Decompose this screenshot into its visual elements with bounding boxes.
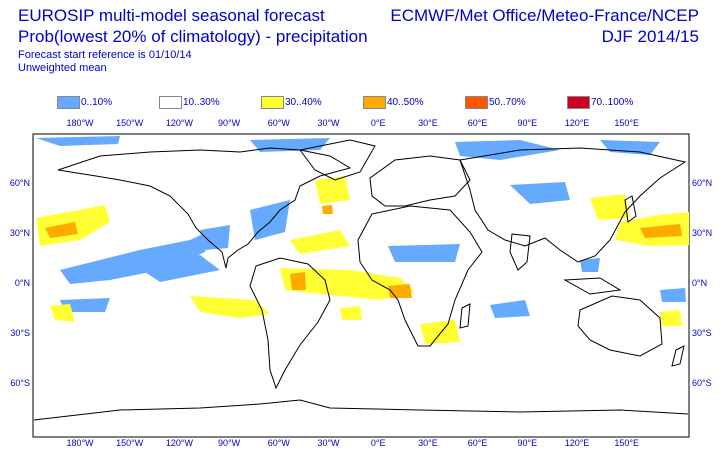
legend-item: 40..50%	[363, 94, 424, 110]
legend-swatch	[567, 95, 590, 109]
legend-swatch	[363, 95, 386, 109]
legend-item: 10..30%	[159, 94, 220, 110]
legend-swatch	[159, 95, 182, 109]
legend-label: 70..100%	[591, 96, 634, 108]
longitude-label: 120°E	[565, 438, 590, 448]
latitude-label: 60°S	[692, 378, 712, 388]
longitude-label: 30°W	[317, 118, 340, 128]
longitude-label: 150°E	[614, 118, 639, 128]
longitude-label: 60°W	[268, 118, 291, 128]
orange-shading	[45, 205, 682, 298]
longitude-label: 0°E	[371, 438, 386, 448]
longitude-label: 30°E	[418, 118, 438, 128]
longitude-label: 120°W	[166, 118, 194, 128]
longitude-label: 90°E	[517, 438, 537, 448]
legend-swatch	[465, 95, 488, 109]
longitude-label: 60°W	[268, 438, 291, 448]
latitude-label: 30°S	[10, 328, 30, 338]
longitude-label: 120°E	[565, 118, 590, 128]
legend-label: 40..50%	[387, 96, 424, 108]
season-label: DJF 2014/15	[601, 27, 699, 46]
longitude-label: 180°W	[66, 438, 94, 448]
longitude-label: 30°W	[317, 438, 340, 448]
longitude-label: 30°E	[418, 438, 438, 448]
map-title: EUROSIP multi-model seasonal forecast	[18, 6, 325, 25]
latitude-label: 0°N	[15, 278, 30, 288]
longitude-label: 90°W	[218, 118, 241, 128]
legend-label: 10..30%	[183, 96, 220, 108]
legend-item: 50..70%	[465, 94, 526, 110]
producer-centres: ECMWF/Met Office/Meteo-France/NCEP	[390, 6, 699, 25]
longitude-label: 60°E	[468, 438, 488, 448]
latitude-label: 30°S	[692, 328, 712, 338]
longitude-label: 0°E	[371, 118, 386, 128]
longitude-label: 150°W	[116, 438, 144, 448]
longitude-label: 120°W	[166, 438, 194, 448]
latitude-label: 60°N	[10, 178, 30, 188]
longitude-label: 90°E	[517, 118, 537, 128]
latitude-label: 60°N	[692, 178, 712, 188]
legend-item: 30..40%	[261, 94, 322, 110]
legend-label: 0..10%	[81, 96, 113, 108]
legend-item: 70..100%	[567, 94, 633, 110]
longitude-label: 150°W	[116, 118, 144, 128]
continent-outlines	[33, 139, 689, 421]
latitude-label: 30°N	[10, 228, 30, 238]
legend-label: 50..70%	[489, 96, 526, 108]
latitude-label: 0°N	[692, 278, 707, 288]
latitude-label: 30°N	[692, 228, 712, 238]
legend-swatch	[57, 95, 80, 109]
legend-label: 30..40%	[285, 96, 322, 108]
legend-swatch	[261, 95, 284, 109]
legend-item: 0..10%	[57, 94, 112, 110]
forecast-start-reference: Forecast start reference is 01/10/14	[18, 49, 192, 61]
weighting-note: Unweighted mean	[18, 62, 107, 74]
longitude-label: 150°E	[614, 438, 639, 448]
map-subtitle: Prob(lowest 20% of climatology) - precip…	[18, 27, 368, 46]
longitude-label: 180°W	[66, 118, 94, 128]
longitude-label: 60°E	[468, 118, 488, 128]
probability-legend: 0..10% 10..30% 30..40% 40..50% 50..70% 7…	[57, 94, 697, 110]
latitude-label: 60°S	[10, 378, 30, 388]
longitude-label: 90°W	[218, 438, 241, 448]
